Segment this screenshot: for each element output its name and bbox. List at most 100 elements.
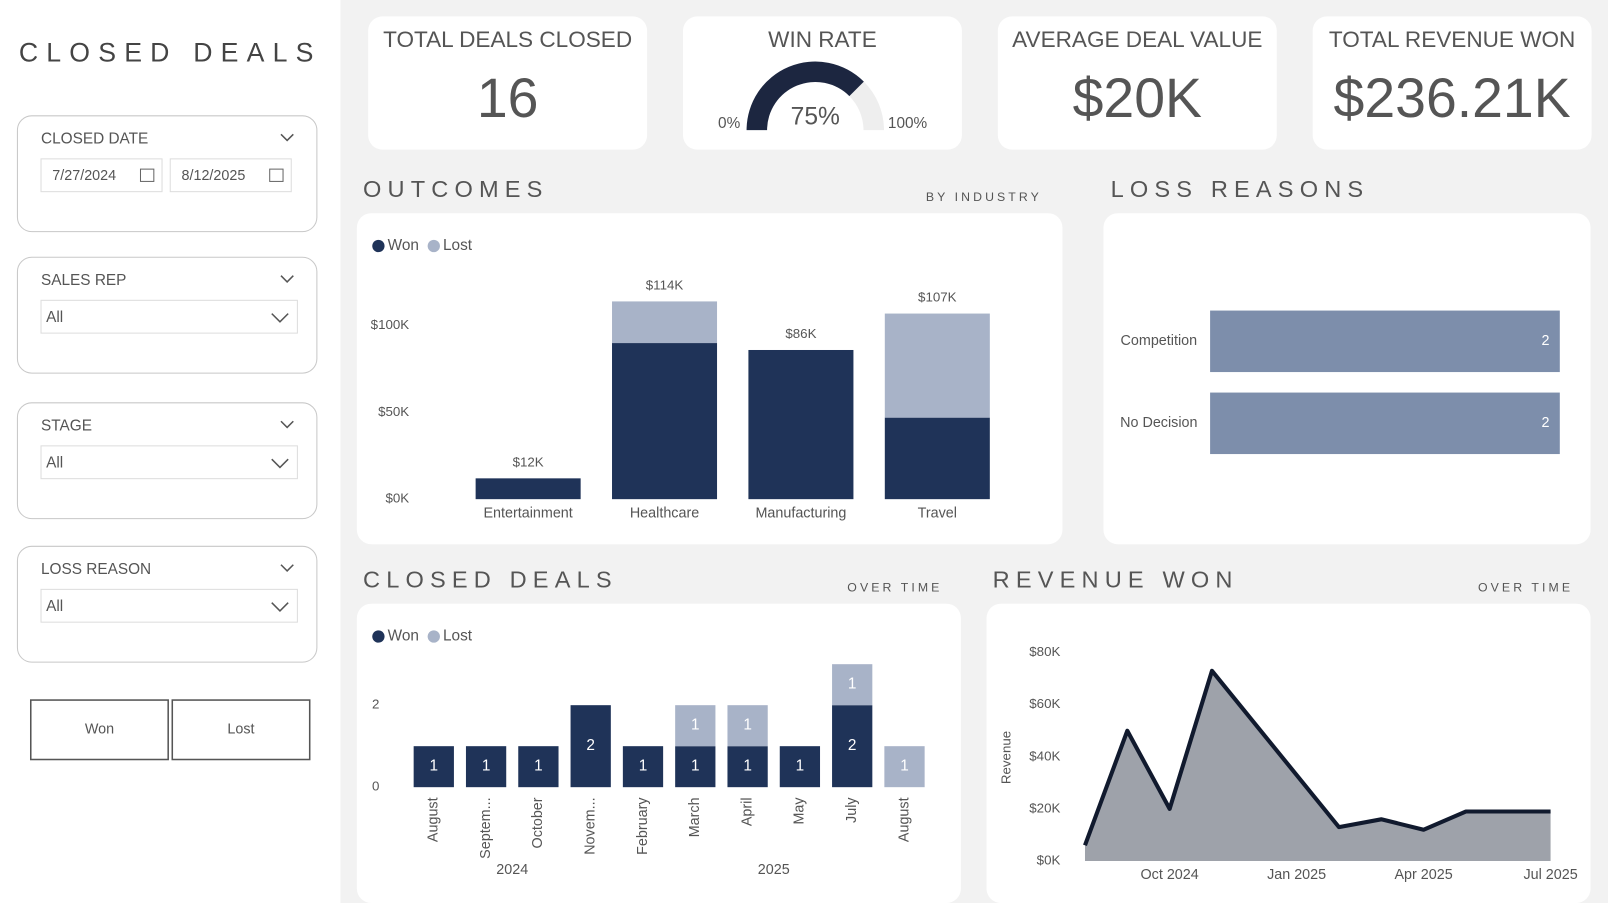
button-label: Lost (227, 722, 254, 738)
chart-title: OUTCOMES (363, 176, 549, 202)
gauge-fill (746, 61, 864, 131)
bar (1210, 392, 1560, 455)
total-label: $12K (513, 454, 544, 469)
date-value: 7/27/2024 (52, 168, 116, 184)
chevron (271, 602, 289, 612)
bar-segment (475, 478, 581, 500)
segment-label: 1 (743, 758, 752, 775)
x-tick-label: Oct 2024 (1141, 867, 1199, 883)
total-label: $86K (785, 326, 816, 341)
bar-segment (612, 301, 718, 344)
x-group-label: 2025 (758, 862, 790, 878)
bar-segment (884, 417, 990, 500)
dropdown[interactable] (40, 299, 298, 334)
x-group-label: 2024 (496, 862, 528, 878)
area (1084, 670, 1551, 861)
total-label: $114K (646, 278, 684, 293)
legend-label: Lost (443, 628, 473, 645)
gauge-track (849, 81, 884, 131)
chart-title: LOSS REASONS (1111, 176, 1370, 202)
gauge-max: 100% (888, 115, 928, 132)
bar-segment (832, 664, 873, 706)
chevron (280, 564, 294, 572)
line (1083, 668, 1551, 847)
chart-subtitle: BY INDUSTRY (926, 190, 1042, 204)
gauge-value: 75% (791, 103, 840, 130)
date-input[interactable] (40, 158, 163, 193)
legend-label: Won (388, 628, 419, 645)
filter-label: LOSS REASON (41, 561, 151, 578)
category-label: No Decision (1120, 415, 1197, 431)
bar-segment (622, 746, 664, 788)
date-input[interactable] (169, 158, 292, 193)
chart-subtitle: OVER TIME (847, 581, 942, 595)
y-tick-label: 2 (372, 697, 379, 712)
segment-label: 1 (639, 758, 648, 775)
value-label: 2 (1542, 333, 1550, 349)
segment-label: 1 (743, 717, 752, 734)
legend-swatch (372, 630, 385, 643)
chevron (280, 275, 294, 283)
calendar-icon (269, 168, 284, 182)
bar-segment (570, 705, 611, 788)
filter-label: CLOSED DATE (41, 130, 148, 147)
y-axis-label: Revenue (999, 731, 1014, 784)
x-tick-label: Manufacturing (755, 505, 846, 521)
legend-label: Lost (443, 237, 473, 254)
x-tick-label: March (687, 797, 703, 837)
bar-segment (727, 746, 768, 788)
chart-card (1103, 213, 1591, 545)
segment-label: 1 (534, 758, 543, 775)
filter-label: SALES REP (41, 272, 126, 289)
dropdown-value: All (46, 309, 63, 326)
bar-segment (413, 746, 454, 788)
chevron (271, 458, 289, 469)
y-tick-label: $40K (1029, 748, 1060, 763)
legend-swatch (427, 239, 440, 253)
kpi-card (368, 16, 648, 150)
kpi-card (1312, 16, 1592, 150)
kpi-value: $20K (1073, 67, 1202, 129)
segment-label: 1 (691, 717, 700, 734)
kpi-value: $236.21K (1334, 67, 1571, 129)
y-tick-label: $100K (371, 317, 410, 332)
toggle-button[interactable] (171, 699, 311, 761)
segment-label: 1 (796, 758, 805, 775)
kpi-card (997, 16, 1277, 150)
x-tick-label: Healthcare (630, 505, 699, 521)
toggle-button[interactable] (29, 699, 169, 761)
dropdown[interactable] (40, 588, 298, 623)
category-label: Competition (1121, 333, 1198, 349)
bar-segment (884, 746, 925, 788)
bar (1210, 310, 1560, 373)
legend-swatch (372, 239, 385, 253)
kpi-title: AVERAGE DEAL VALUE (1012, 27, 1262, 52)
gauge-min: 0% (718, 115, 741, 132)
filter-card (16, 115, 318, 233)
bar-segment (832, 705, 873, 788)
x-tick-label: Jul 2025 (1523, 867, 1577, 883)
x-tick-label: April (739, 797, 755, 826)
chart-subtitle: OVER TIME (1478, 581, 1573, 595)
segment-label: 1 (848, 676, 857, 693)
x-tick-label: Jan 2025 (1267, 867, 1326, 883)
segment-label: 1 (691, 758, 700, 775)
bar-segment (612, 343, 718, 500)
x-tick-label: October (530, 797, 546, 848)
bar-segment (675, 746, 716, 788)
kpi-value: 16 (477, 67, 539, 129)
x-tick-label: Entertainment (483, 505, 572, 521)
y-tick-label: $20K (1029, 800, 1060, 815)
y-tick-label: $0K (1037, 852, 1061, 867)
kpi-title: TOTAL DEALS CLOSED (383, 27, 632, 52)
bar-segment (884, 313, 990, 418)
dropdown[interactable] (40, 445, 298, 480)
y-tick-label: $0K (385, 491, 409, 506)
date-value: 8/12/2025 (182, 168, 246, 184)
y-tick-label: $60K (1029, 696, 1060, 711)
value-label: 2 (1542, 415, 1550, 431)
x-tick-label: Novem... (582, 797, 598, 854)
bar-segment (748, 349, 854, 500)
calendar-icon (139, 168, 155, 182)
